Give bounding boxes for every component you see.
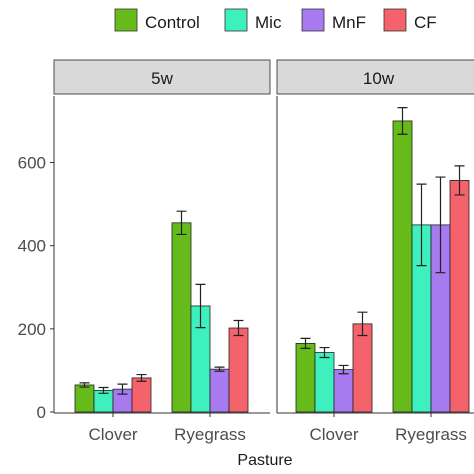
bar-10w-clover-mic (314, 352, 335, 413)
bar-10w-clover-control (295, 342, 316, 413)
bar-10w-clover-mnf (333, 369, 354, 413)
legend-key-mic (224, 8, 248, 32)
error-bar-10w-clover-cf (357, 311, 368, 337)
error-bar-5w-ryegrass-mic (195, 283, 206, 329)
x-tick-label-5w-clover: Clover (88, 425, 137, 444)
error-bar-5w-ryegrass-cf (233, 319, 244, 337)
bar-5w-ryegrass-mnf (209, 368, 230, 413)
error-bar-5w-clover-mnf (117, 383, 128, 395)
error-bar-5w-ryegrass-mnf (214, 366, 225, 372)
error-bar-10w-ryegrass-control (397, 107, 408, 135)
panel-strip-10w (276, 59, 474, 95)
x-axis-label: Pasture (237, 452, 292, 469)
panel-strip-5w (53, 59, 271, 95)
bar-10w-ryegrass-cf (449, 180, 470, 413)
bar-5w-clover-control (74, 384, 95, 413)
error-bar-10w-clover-mic (319, 346, 330, 359)
y-tick-label-400: 400 (18, 237, 46, 256)
bar-10w-clover-cf (352, 323, 373, 413)
error-bar-10w-ryegrass-mic (416, 183, 427, 267)
error-bar-10w-ryegrass-cf (454, 165, 465, 196)
x-tick-label-10w-clover: Clover (309, 425, 358, 444)
y-tick-label-0: 0 (37, 403, 46, 422)
bar-10w-ryegrass-control (392, 120, 413, 413)
legend-label-cf: CF (414, 13, 437, 32)
x-tick-label-10w-ryegrass: Ryegrass (395, 425, 467, 444)
error-bar-10w-ryegrass-mnf (435, 176, 446, 274)
y-tick-label-200: 200 (18, 320, 46, 339)
legend-label-mic: Mic (255, 13, 282, 32)
y-axis: 0 200 400 600 (18, 154, 54, 422)
panel-strip-label-5w: 5w (151, 69, 173, 88)
panel-strip-label-10w: 10w (363, 69, 395, 88)
bar-5w-clover-cf (131, 377, 152, 413)
bar-5w-ryegrass-control (171, 222, 192, 413)
error-bar-5w-ryegrass-control (176, 210, 187, 236)
legend-key-mnf (301, 8, 325, 32)
y-tick-label-600: 600 (18, 154, 46, 173)
error-bar-10w-clover-mnf (338, 364, 349, 375)
legend: Control Mic MnF CF (114, 8, 437, 32)
legend-label-mnf: MnF (332, 13, 366, 32)
error-bar-5w-clover-control (79, 382, 90, 388)
bar-5w-ryegrass-cf (228, 327, 249, 413)
error-bar-10w-clover-control (300, 337, 311, 349)
x-tick-label-5w-ryegrass: Ryegrass (174, 425, 246, 444)
legend-label-control: Control (145, 13, 200, 32)
legend-key-control (114, 8, 138, 32)
legend-key-cf (383, 8, 407, 32)
facet-panels: 5w Clover Ryegrass 10w Clover Ryegrass (53, 59, 474, 444)
error-bar-5w-clover-cf (136, 373, 147, 382)
error-bar-5w-clover-mic (98, 386, 109, 394)
